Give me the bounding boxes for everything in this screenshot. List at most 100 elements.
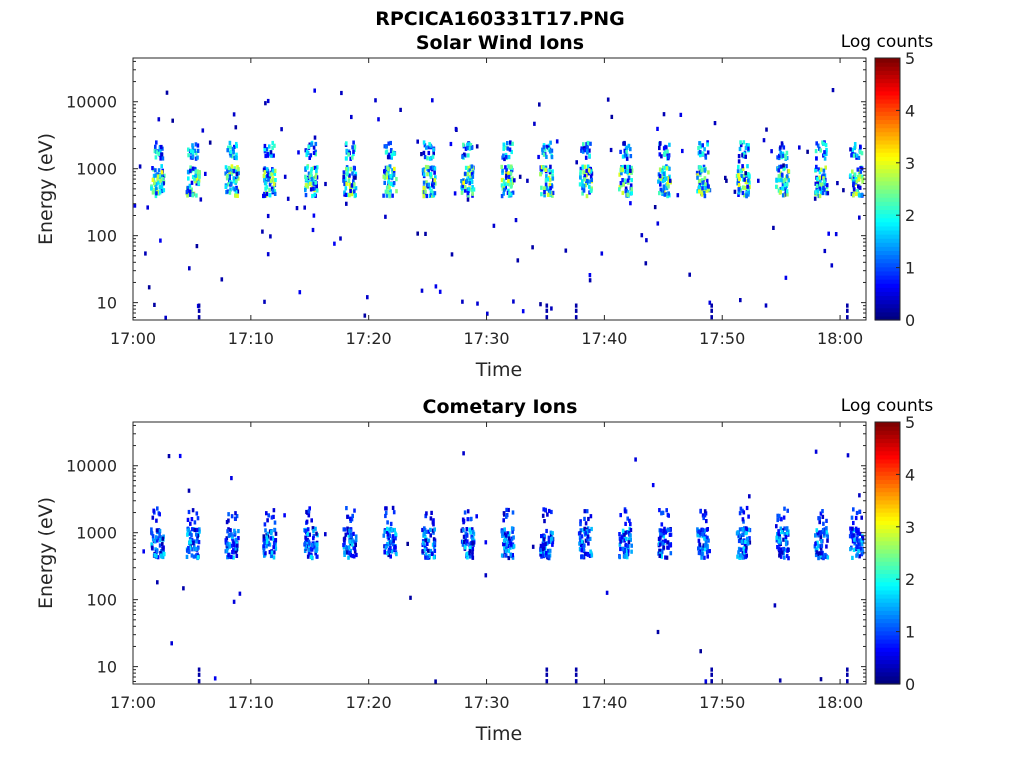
heatmap-cell <box>626 178 630 183</box>
heatmap-cell <box>779 547 783 552</box>
heatmap-cell <box>504 553 508 558</box>
heatmap-cell <box>392 542 395 547</box>
heatmap-cell <box>660 154 663 159</box>
heatmap-cell <box>196 169 199 174</box>
heatmap-cell <box>388 192 391 197</box>
colorbar-segment <box>875 279 900 284</box>
heatmap-cell <box>747 178 750 183</box>
heatmap-cell <box>466 145 469 151</box>
heatmap-cell <box>429 166 433 171</box>
colorbar-segment <box>875 536 900 542</box>
heatmap-cell <box>781 193 785 198</box>
colorbar-segment <box>875 454 900 460</box>
heatmap-cell <box>231 535 234 540</box>
heatmap-cell <box>424 555 427 560</box>
heatmap-cell <box>274 178 277 183</box>
heatmap-cell <box>470 534 473 539</box>
heatmap-cell <box>467 141 471 146</box>
heatmap-cell <box>383 529 386 534</box>
heatmap-cell <box>697 529 701 534</box>
heatmap-cell <box>625 149 628 155</box>
colorbar-segment <box>875 184 900 190</box>
heatmap-cell <box>590 188 593 193</box>
heatmap-cell <box>741 555 744 560</box>
heatmap-cell <box>429 191 433 196</box>
heatmap-cell <box>626 544 630 549</box>
heatmap-cell <box>309 554 313 559</box>
colorbar-segment <box>875 221 900 227</box>
colorbar-frame <box>874 421 901 685</box>
heatmap-cell <box>545 672 549 677</box>
heatmap-cell <box>230 543 234 548</box>
heatmap-cell <box>468 168 472 173</box>
heatmap-cell <box>345 141 348 146</box>
heatmap-cell <box>696 527 699 532</box>
heatmap-cell <box>434 679 437 684</box>
heatmap-cell <box>555 139 559 144</box>
heatmap-cell <box>815 183 819 188</box>
heatmap-cell <box>724 175 727 180</box>
heatmap-cell <box>352 165 356 170</box>
colorbar-segment <box>875 422 900 427</box>
heatmap-cell <box>159 550 162 556</box>
heatmap-cell <box>311 543 314 548</box>
heatmap-cell <box>856 167 860 172</box>
heatmap-cell <box>155 182 158 187</box>
heatmap-cell <box>737 187 741 192</box>
heatmap-cell <box>431 183 434 188</box>
heatmap-cell <box>546 192 550 197</box>
heatmap-cell <box>857 538 861 543</box>
heatmap-cell <box>272 555 276 560</box>
heatmap-cell <box>858 554 861 559</box>
heatmap-cell <box>342 170 346 175</box>
heatmap-cell <box>736 169 740 174</box>
heatmap-cell <box>842 188 845 193</box>
heatmap-cell <box>467 165 470 170</box>
heatmap-cell <box>471 185 474 190</box>
heatmap-cell <box>856 531 859 536</box>
heatmap-cell <box>305 519 309 524</box>
heatmap-cell <box>160 152 164 157</box>
heatmap-cell <box>820 539 823 544</box>
heatmap-cell <box>197 180 200 186</box>
heatmap-cell <box>784 275 788 280</box>
heatmap-cell <box>506 531 509 536</box>
heatmap-cell <box>504 533 508 538</box>
heatmap-cell <box>618 536 622 541</box>
heatmap-cell <box>703 147 706 152</box>
heatmap-cell <box>226 148 229 153</box>
heatmap-cell <box>540 534 543 539</box>
heatmap-cell <box>463 185 467 190</box>
heatmap-cell <box>857 193 861 198</box>
colorbar-segment <box>875 638 900 644</box>
heatmap-cell <box>348 173 351 178</box>
heatmap-cell <box>739 169 743 174</box>
heatmap-cell <box>189 155 193 160</box>
heatmap-cell <box>583 177 586 182</box>
heatmap-cell <box>424 529 428 534</box>
heatmap-cell <box>816 181 819 186</box>
heatmap-cell <box>776 513 779 518</box>
heatmap-cell <box>233 528 236 533</box>
heatmap-cell <box>262 167 266 172</box>
heatmap-cell <box>235 179 238 184</box>
heatmap-cell <box>464 188 467 193</box>
heatmap-cell <box>392 510 396 515</box>
heatmap-cell <box>268 550 272 555</box>
heatmap-cell <box>706 150 710 155</box>
colorbar-segment <box>875 532 900 538</box>
heatmap-cell <box>852 547 856 552</box>
heatmap-cell <box>605 590 609 595</box>
heatmap-cells <box>142 449 865 684</box>
heatmap-cell <box>850 515 854 520</box>
heatmap-cell <box>470 188 474 193</box>
heatmap-cell <box>820 190 823 196</box>
heatmap-cell <box>819 179 822 184</box>
heatmap-cell <box>541 546 545 552</box>
heatmap-cell <box>151 166 154 171</box>
heatmap-cell <box>270 171 274 176</box>
heatmap-cell <box>155 518 158 523</box>
heatmap-cell <box>191 547 194 552</box>
heatmap-cell <box>229 145 232 150</box>
heatmap-cell <box>154 155 158 160</box>
